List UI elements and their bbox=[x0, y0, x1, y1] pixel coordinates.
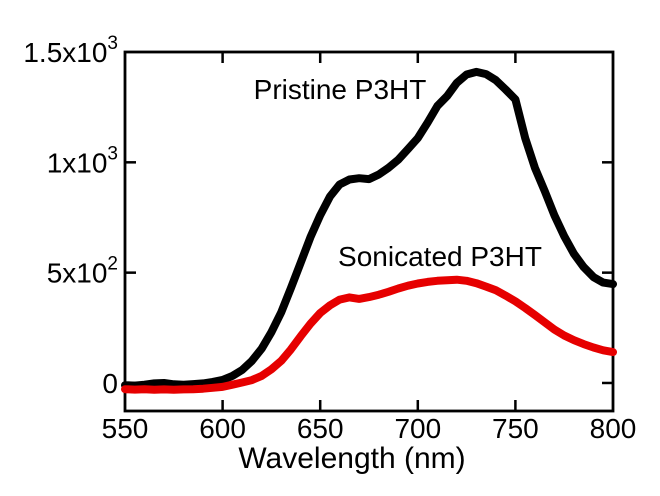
x-tick-labels: 550 600 650 700 750 800 bbox=[102, 413, 637, 444]
y-tick-labels: 0 5x102 1x103 1.5x103 bbox=[23, 33, 118, 399]
x-tick-label: 650 bbox=[297, 413, 344, 444]
x-tick-label: 600 bbox=[199, 413, 246, 444]
x-tick-label: 550 bbox=[102, 413, 149, 444]
annotation-sonicated-p3ht: Sonicated P3HT bbox=[338, 241, 542, 272]
curve-pristine-p3ht bbox=[121, 67, 617, 390]
curves bbox=[121, 67, 617, 394]
x-axis-title: Wavelength (nm) bbox=[238, 442, 465, 475]
plot-border bbox=[123, 50, 615, 413]
curve-sonicated-p3ht bbox=[121, 275, 617, 394]
y-tick-label: 1.5x103 bbox=[23, 33, 118, 68]
y-tick-label: 5x102 bbox=[47, 254, 118, 289]
annotation-pristine-p3ht: Pristine P3HT bbox=[254, 74, 427, 105]
x-tick-label: 750 bbox=[492, 413, 539, 444]
x-tick-label: 700 bbox=[394, 413, 441, 444]
axis-ticks bbox=[125, 52, 613, 411]
y-tick-label: 1x103 bbox=[47, 143, 118, 178]
x-tick-label: 800 bbox=[590, 413, 637, 444]
y-tick-label: 0 bbox=[102, 368, 118, 399]
